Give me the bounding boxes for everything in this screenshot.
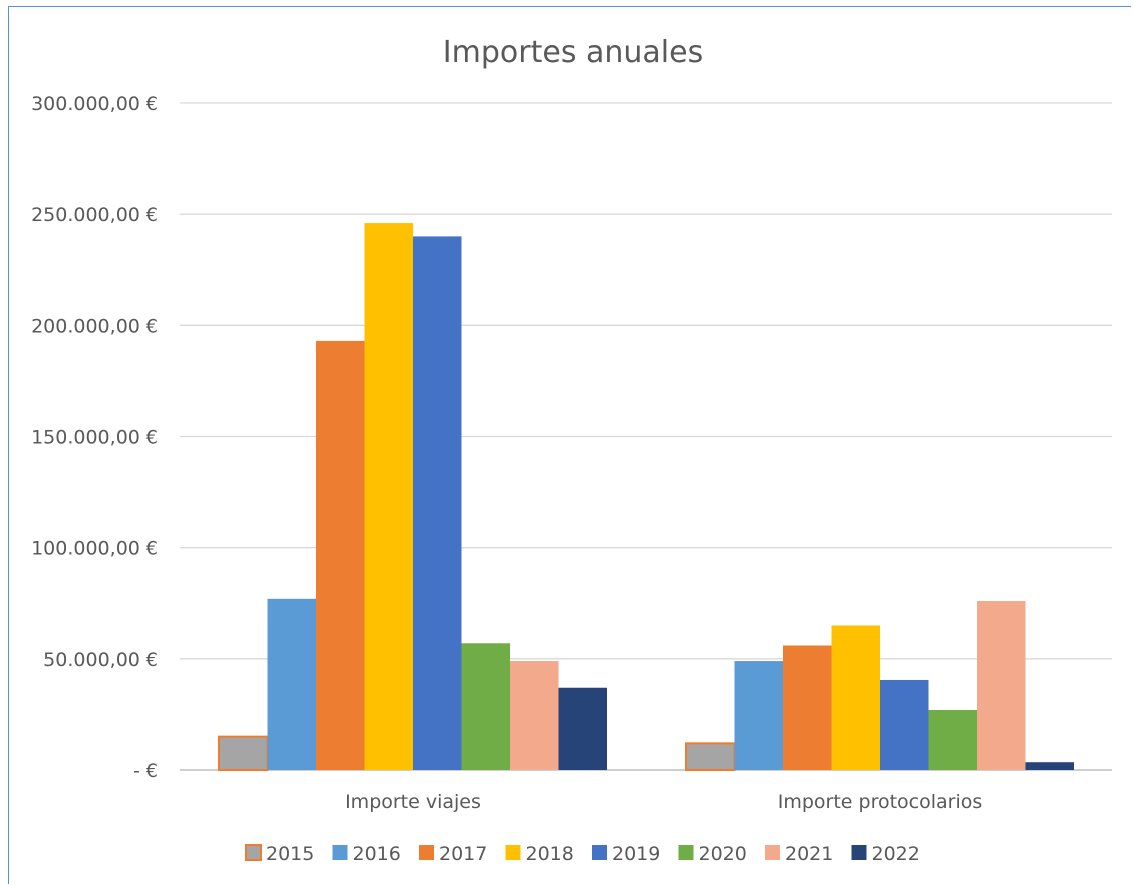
y-tick-label: 200.000,00 € [31,315,158,337]
y-tick-label: 300.000,00 € [31,93,158,115]
category-label: Importe protocolarios [778,791,983,813]
bar-2021-viajes [510,661,559,770]
bar-2022-viajes [558,687,607,770]
legend: 2015 2016 2017 2018 2019 2020 2021 2022 [245,843,920,865]
x-axis-categories: Importe viajes Importe protocolarios [345,791,982,813]
y-tick-label: 150.000,00 € [31,427,158,449]
bar-2019-viajes [413,236,462,770]
y-tick-label: 50.000,00 € [43,649,158,671]
legend-swatch-2022 [851,845,867,860]
legend-label: 2018 [526,843,574,865]
bar-2022-protocolarios [1025,762,1074,770]
bar-2016-protocolarios [734,661,783,770]
legend-swatch-2018 [505,845,521,860]
bar-2019-protocolarios [880,679,929,770]
legend-swatch-2015 [245,844,262,861]
bar-2017-viajes [316,340,365,770]
chart-frame [8,6,1131,884]
legend-swatch-2017 [419,845,434,860]
legend-swatch-2020 [678,845,694,860]
legend-label: 2019 [612,843,660,865]
legend-label: 2021 [785,843,833,865]
bar-2016-viajes [267,598,316,770]
category-label: Importe viajes [345,791,481,813]
legend-label: 2016 [353,843,401,865]
legend-swatch-2019 [592,845,607,860]
bar-2018-protocolarios [831,625,880,770]
legend-swatch-2021 [765,845,780,860]
y-tick-label: 100.000,00 € [31,538,158,560]
bar-2021-protocolarios [977,601,1026,770]
legend-label: 2020 [699,843,747,865]
legend-swatch-2016 [332,845,348,860]
y-axis-ticks: - € 50.000,00 € 100.000,00 € 150.000,00 € 20… [31,93,158,782]
bar-2018-viajes [364,223,413,770]
bar-2017-protocolarios [783,645,832,770]
bar-2020-protocolarios [928,709,977,770]
legend-label: 2015 [266,843,314,865]
y-tick-label: - € [133,760,158,782]
bar-2020-viajes [461,643,510,770]
bars [218,223,1074,772]
legend-label: 2022 [872,843,920,865]
y-tick-label: 250.000,00 € [31,204,158,226]
legend-label: 2017 [439,843,487,865]
chart-title: Importes anuales [443,35,703,70]
bar-2015-viajes [218,735,269,772]
bar-2015-protocolarios [685,742,736,772]
